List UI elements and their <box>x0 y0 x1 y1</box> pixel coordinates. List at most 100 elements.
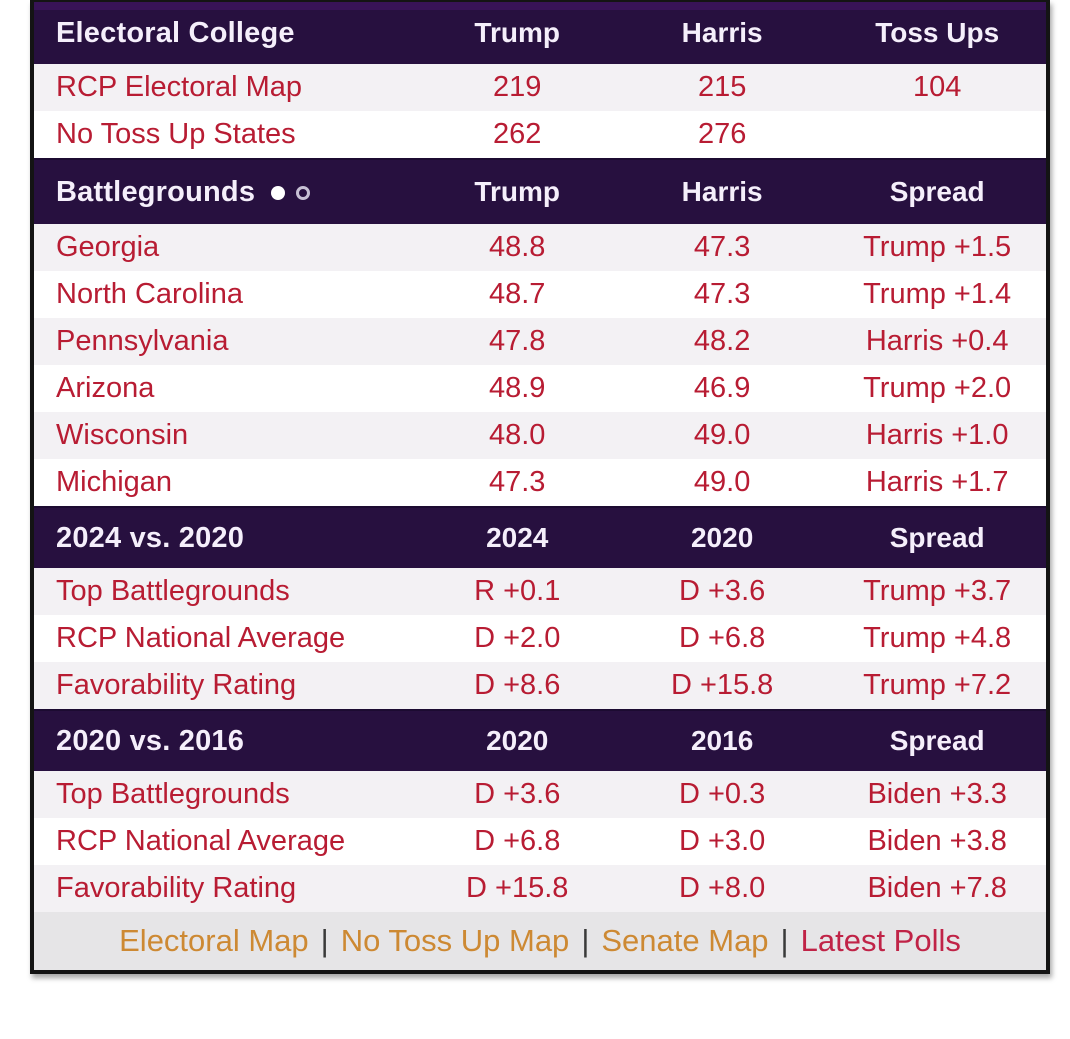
row-value: 215 <box>697 71 747 103</box>
link-separator: | <box>581 923 590 958</box>
row-value: Trump +3.7 <box>863 575 1012 607</box>
row-label-link[interactable]: Georgia <box>56 231 160 263</box>
row-value: Harris +1.0 <box>865 419 1009 451</box>
row-value: 46.9 <box>693 372 751 404</box>
section-title: 2020 vs. 2016 <box>56 724 245 757</box>
table-row: Georgia 48.8 47.3 Trump +1.5 <box>34 224 1046 271</box>
row-value: D +15.8 <box>670 669 774 701</box>
carousel-dot-inactive-icon[interactable] <box>296 185 311 200</box>
row-label-link[interactable]: Top Battlegrounds <box>56 575 290 607</box>
link-separator: | <box>780 923 789 958</box>
row-value: D +8.6 <box>474 669 561 701</box>
row-value: D +8.0 <box>679 872 766 904</box>
column-header: 2020 <box>690 522 754 553</box>
row-value: D +6.8 <box>474 825 561 857</box>
row-label-link[interactable]: Favorability Rating <box>56 669 297 701</box>
footer-link-bar: Electoral Map | No Toss Up Map | Senate … <box>34 912 1046 970</box>
column-header: Toss Ups <box>875 17 1000 48</box>
column-header: Spread <box>889 522 985 553</box>
row-value: 48.7 <box>488 278 546 310</box>
row-value: 47.8 <box>488 325 546 357</box>
row-value: 104 <box>912 71 962 103</box>
table-row: RCP National Average D +2.0 D +6.8 Trump… <box>34 615 1046 662</box>
row-value: 48.9 <box>488 372 546 404</box>
column-header: Trump <box>474 176 560 207</box>
column-header: Harris <box>681 176 763 207</box>
row-value: 276 <box>697 118 747 150</box>
row-value: 48.8 <box>488 231 546 263</box>
row-value: 49.0 <box>693 419 751 451</box>
row-value: Trump +2.0 <box>863 372 1012 404</box>
row-label-link[interactable]: RCP National Average <box>56 622 346 654</box>
table-row: North Carolina 48.7 47.3 Trump +1.4 <box>34 271 1046 318</box>
row-value: 47.3 <box>693 278 751 310</box>
row-label-link[interactable]: RCP Electoral Map <box>56 71 303 103</box>
section-header-battlegrounds: Battlegrounds Trump Harris Spread <box>34 158 1046 224</box>
column-header: Harris <box>681 17 763 48</box>
section-header-2020-vs-2016: 2020 vs. 2016 2020 2016 Spread <box>34 709 1046 771</box>
row-label-link[interactable]: Top Battlegrounds <box>56 778 290 810</box>
row-value: 262 <box>493 118 542 150</box>
row-value: D +3.6 <box>474 778 561 810</box>
table-row: Favorability Rating D +15.8 D +8.0 Biden… <box>34 865 1046 912</box>
electoral-map-link[interactable]: Electoral Map <box>119 923 309 958</box>
row-value: Trump +4.8 <box>863 622 1012 654</box>
latest-polls-link[interactable]: Latest Polls <box>800 923 961 958</box>
row-value: Biden +3.8 <box>867 825 1007 857</box>
senate-map-link[interactable]: Senate Map <box>601 923 769 958</box>
row-value: D +3.6 <box>679 575 766 607</box>
row-value: Biden +7.8 <box>867 872 1007 904</box>
column-header: Spread <box>889 176 985 207</box>
row-label-link[interactable]: Pennsylvania <box>56 325 229 357</box>
section-header-electoral-college: Electoral College Trump Harris Toss Ups <box>34 2 1046 64</box>
table-row: No Toss Up States 262 276 <box>34 111 1046 158</box>
row-value: D +15.8 <box>466 872 569 904</box>
section-header-2024-vs-2020: 2024 vs. 2020 2024 2020 Spread <box>34 506 1046 568</box>
table-row: RCP Electoral Map 219 215 104 <box>34 64 1046 111</box>
table-row: Top Battlegrounds R +0.1 D +3.6 Trump +3… <box>34 568 1046 615</box>
row-value: D +2.0 <box>474 622 561 654</box>
carousel-dot-active-icon[interactable] <box>271 185 286 200</box>
table-row: Pennsylvania 47.8 48.2 Harris +0.4 <box>34 318 1046 365</box>
row-value: Trump +7.2 <box>863 669 1012 701</box>
table-row: Michigan 47.3 49.0 Harris +1.7 <box>34 459 1046 506</box>
carousel-pager <box>271 185 311 200</box>
row-value: 49.0 <box>693 466 751 498</box>
row-label-link[interactable]: North Carolina <box>56 278 243 310</box>
row-value: Trump +1.4 <box>863 278 1012 310</box>
row-label-link[interactable]: Arizona <box>56 372 155 404</box>
row-value: Trump +1.5 <box>863 231 1012 263</box>
row-value: 48.2 <box>693 325 751 357</box>
row-value: D +3.0 <box>679 825 766 857</box>
table-row: RCP National Average D +6.8 D +3.0 Biden… <box>34 818 1046 865</box>
row-value: Harris +1.7 <box>865 466 1009 498</box>
row-label-link[interactable]: No Toss Up States <box>56 118 296 150</box>
no-toss-up-map-link[interactable]: No Toss Up Map <box>340 923 570 958</box>
row-value: 47.3 <box>488 466 546 498</box>
link-separator: | <box>320 923 329 958</box>
section-title: Battlegrounds <box>34 176 419 209</box>
column-header: 2020 <box>486 725 549 756</box>
column-header: 2016 <box>690 725 754 756</box>
table-row: Arizona 48.9 46.9 Trump +2.0 <box>34 365 1046 412</box>
row-label-link[interactable]: RCP National Average <box>56 825 346 857</box>
row-label-link[interactable]: Michigan <box>56 466 173 498</box>
rcp-election-widget: Electoral College Trump Harris Toss Ups … <box>30 0 1050 974</box>
row-label-link[interactable]: Favorability Rating <box>56 872 297 904</box>
row-value: Biden +3.3 <box>867 778 1007 810</box>
column-header: 2024 <box>486 522 549 553</box>
row-label-link[interactable]: Wisconsin <box>56 419 189 451</box>
table-row: Top Battlegrounds D +3.6 D +0.3 Biden +3… <box>34 771 1046 818</box>
section-title: 2024 vs. 2020 <box>56 521 245 554</box>
row-value: 219 <box>493 71 542 103</box>
row-value: D +6.8 <box>679 622 766 654</box>
table-row: Favorability Rating D +8.6 D +15.8 Trump… <box>34 662 1046 709</box>
section-title: Electoral College <box>56 16 295 49</box>
column-header: Spread <box>889 725 985 756</box>
row-value: D +0.3 <box>679 778 766 810</box>
row-value: Harris +0.4 <box>865 325 1009 357</box>
table-row: Wisconsin 48.0 49.0 Harris +1.0 <box>34 412 1046 459</box>
column-header: Trump <box>474 17 560 48</box>
row-value: R +0.1 <box>474 575 561 607</box>
section-title-text: Battlegrounds <box>56 175 256 208</box>
